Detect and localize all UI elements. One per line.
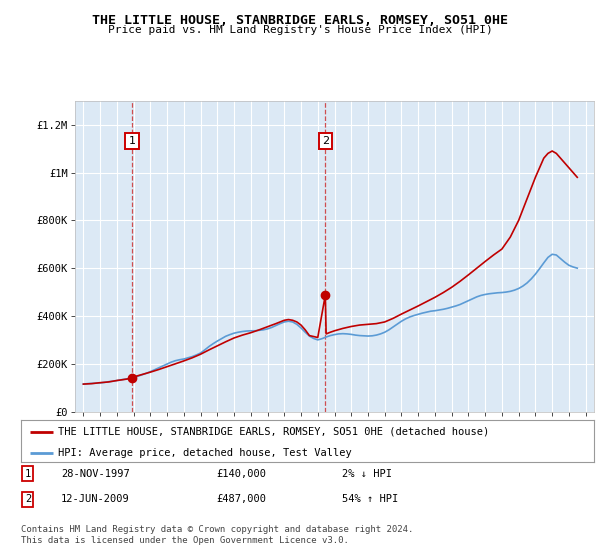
Text: HPI: Average price, detached house, Test Valley: HPI: Average price, detached house, Test… xyxy=(58,448,352,458)
Text: THE LITTLE HOUSE, STANBRIDGE EARLS, ROMSEY, SO51 0HE: THE LITTLE HOUSE, STANBRIDGE EARLS, ROMS… xyxy=(92,14,508,27)
Text: 54% ↑ HPI: 54% ↑ HPI xyxy=(342,494,398,505)
Text: 28-NOV-1997: 28-NOV-1997 xyxy=(61,469,130,479)
Text: 1: 1 xyxy=(128,136,136,146)
Text: 1: 1 xyxy=(25,469,31,479)
Text: £140,000: £140,000 xyxy=(216,469,266,479)
Text: 2% ↓ HPI: 2% ↓ HPI xyxy=(342,469,392,479)
Text: Contains HM Land Registry data © Crown copyright and database right 2024.
This d: Contains HM Land Registry data © Crown c… xyxy=(21,525,413,545)
Text: 12-JUN-2009: 12-JUN-2009 xyxy=(61,494,130,505)
Text: 2: 2 xyxy=(25,494,31,505)
Text: 2: 2 xyxy=(322,136,329,146)
Text: £487,000: £487,000 xyxy=(216,494,266,505)
Text: Price paid vs. HM Land Registry's House Price Index (HPI): Price paid vs. HM Land Registry's House … xyxy=(107,25,493,35)
Text: THE LITTLE HOUSE, STANBRIDGE EARLS, ROMSEY, SO51 0HE (detached house): THE LITTLE HOUSE, STANBRIDGE EARLS, ROMS… xyxy=(58,427,490,437)
